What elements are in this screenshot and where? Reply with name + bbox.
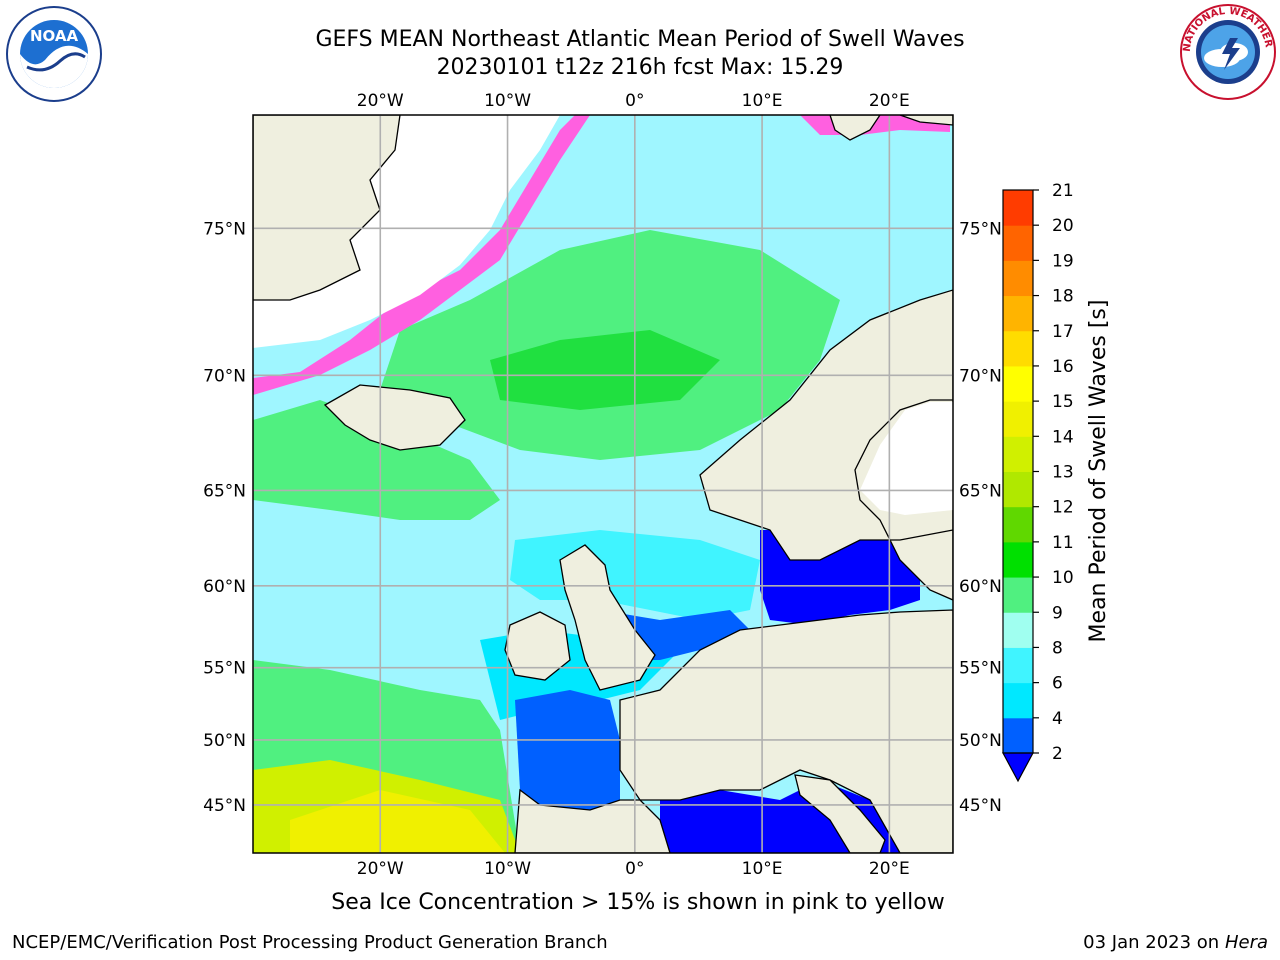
colorbar-segment xyxy=(1003,647,1033,684)
colorbar-segment xyxy=(1003,330,1033,367)
colorbar-tick-label: 8 xyxy=(1052,638,1063,658)
lat-label-right: 60°N xyxy=(959,577,1002,597)
lon-label-top: 10°W xyxy=(484,91,531,111)
colorbar-segment xyxy=(1003,401,1033,437)
lat-label-right: 65°N xyxy=(959,481,1002,501)
footer-date: 03 Jan 2023 on Hera xyxy=(1083,932,1268,953)
land-baltic-gap xyxy=(860,402,953,515)
lat-label-right: 70°N xyxy=(959,366,1002,386)
colorbar-segment xyxy=(1003,436,1033,472)
land-svalbard xyxy=(829,115,881,141)
lon-label-bottom: 20°E xyxy=(869,859,910,879)
colorbar-tick-label: 20 xyxy=(1052,216,1074,236)
lat-label-right: 50°N xyxy=(959,731,1002,751)
lon-label-bottom: 10°W xyxy=(484,859,531,879)
sea-ice-edge xyxy=(253,115,590,395)
colorbar-label: Mean Period of Swell Waves [s] xyxy=(1086,300,1111,643)
swell-zone-yellow2-sw xyxy=(290,790,505,853)
lat-label-right: 55°N xyxy=(959,659,1002,679)
colorbar-segment xyxy=(1003,506,1033,543)
lon-label-bottom: 10°E xyxy=(742,859,783,879)
map-frame xyxy=(252,114,954,854)
colorbar-tick-label: 9 xyxy=(1052,603,1063,623)
land-ireland xyxy=(504,611,571,681)
land-iceland xyxy=(323,384,466,451)
map-subtitle: 20230101 t12z 216h fcst Max: 15.29 xyxy=(436,55,844,80)
map-plot-area xyxy=(253,115,953,853)
map-axis-labels: 20°W 20°W 10°W 10°W 0° 0° 10°E 10°E 20°E 20°E 45°N… xyxy=(203,91,1002,879)
lat-label-left: 50°N xyxy=(203,731,246,751)
colorbar-segment xyxy=(1003,295,1033,332)
colorbar-tick-label: 14 xyxy=(1052,427,1074,447)
colorbar-segment xyxy=(1003,190,1033,226)
lat-label-right: 45°N xyxy=(959,796,1002,816)
colorbar-tick-label: 16 xyxy=(1052,357,1074,377)
lat-label-left: 55°N xyxy=(203,659,246,679)
colorbar-tick-label: 17 xyxy=(1052,322,1074,342)
lon-label-bottom: 20°W xyxy=(357,859,404,879)
land-italy xyxy=(794,774,886,853)
colorbar-tick-label: 4 xyxy=(1052,709,1063,729)
colorbar-tick-label: 21 xyxy=(1052,181,1074,201)
land-europe xyxy=(619,609,953,853)
colorbar-segment xyxy=(1003,541,1033,578)
lat-label-left: 60°N xyxy=(203,577,246,597)
lat-label-left: 45°N xyxy=(203,796,246,816)
lat-label-left: 70°N xyxy=(203,366,246,386)
noaa-logo-text: NOAA xyxy=(30,27,79,45)
lat-label-left: 65°N xyxy=(203,481,246,501)
lon-label-bottom: 0° xyxy=(625,859,644,879)
colorbar-extend xyxy=(1001,752,1035,783)
nws-logo-icon: NATIONAL WEATHER SERVICE xyxy=(1178,2,1276,100)
colorbar-segment xyxy=(1003,682,1033,719)
lat-label-right: 75°N xyxy=(959,219,1002,239)
colorbar-segment xyxy=(1003,471,1033,508)
colorbar-tick-label: 6 xyxy=(1052,674,1063,694)
footer-date-text: 03 Jan 2023 on xyxy=(1083,932,1225,953)
noaa-logo-icon: NOAA xyxy=(6,6,102,102)
lon-label-top: 0° xyxy=(625,91,644,111)
land-svalbard-east xyxy=(899,115,953,126)
footer-host: Hera xyxy=(1224,932,1268,953)
colorbar-tick-label: 12 xyxy=(1052,498,1074,518)
land-greenland xyxy=(253,115,401,301)
colorbar-segment xyxy=(1003,612,1033,648)
colorbar-tick-label: 13 xyxy=(1052,463,1074,483)
colorbar-segment xyxy=(1003,225,1033,261)
colorbar-tick-label: 19 xyxy=(1052,251,1074,271)
swell-zone-green2-north xyxy=(490,330,720,410)
map-title: GEFS MEAN Northeast Atlantic Mean Period… xyxy=(315,27,965,52)
colorbar-tick-label: 2 xyxy=(1052,744,1063,764)
colorbar-tick-label: 18 xyxy=(1052,287,1074,307)
map-gridlines xyxy=(253,115,953,853)
colorbar-tick-label: 11 xyxy=(1052,533,1074,553)
swell-zone-blue-biscay xyxy=(515,690,620,810)
colorbar-segment xyxy=(1003,577,1033,613)
sea-ice-note: Sea Ice Concentration > 15% is shown in … xyxy=(331,890,945,915)
colorbar: 2 4 6 8 9 10 11 12 13 14 15 16 17 18 19 20 21 xyxy=(1001,181,1074,783)
colorbar-segment xyxy=(1003,260,1033,297)
colorbar-tick-label: 10 xyxy=(1052,568,1074,588)
lat-label-left: 75°N xyxy=(203,219,246,239)
lon-label-top: 20°E xyxy=(869,91,910,111)
lon-label-top: 20°W xyxy=(357,91,404,111)
colorbar-segment xyxy=(1003,365,1033,402)
colorbar-tick-label: 15 xyxy=(1052,392,1074,412)
land-iberia xyxy=(514,788,671,853)
footer-credit: NCEP/EMC/Verification Post Processing Pr… xyxy=(12,932,608,953)
colorbar-segment xyxy=(1003,717,1033,754)
lon-label-top: 10°E xyxy=(742,91,783,111)
